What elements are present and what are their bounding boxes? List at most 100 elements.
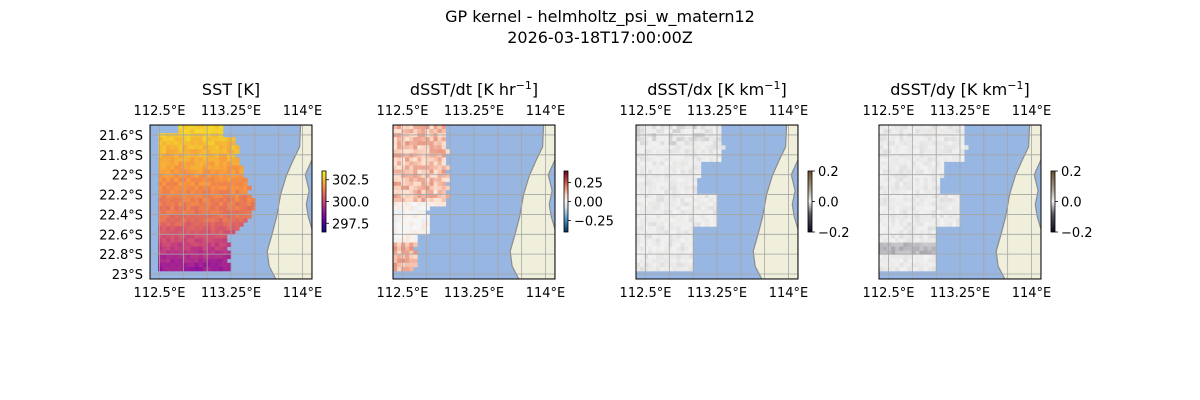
data-cell [640, 173, 645, 179]
data-cell [190, 137, 195, 142]
data-cell [660, 210, 665, 215]
data-cell [903, 145, 908, 150]
data-cell [891, 226, 896, 231]
data-cell [186, 137, 191, 142]
data-cell [660, 206, 665, 211]
data-cell [684, 222, 690, 227]
data-cell [688, 137, 694, 142]
colorbar-tick-label: −0.2 [1061, 226, 1093, 241]
data-cell [170, 181, 175, 187]
data-cell [401, 206, 406, 211]
data-cell [405, 141, 410, 146]
data-cell [409, 246, 414, 252]
data-cell [879, 177, 884, 183]
data-cell [401, 222, 406, 227]
data-cell [692, 173, 698, 179]
data-cell [397, 266, 402, 272]
data-cell [903, 193, 908, 199]
data-cell [226, 266, 232, 272]
data-cell [704, 125, 710, 130]
data-cell [903, 189, 908, 195]
data-cell [883, 173, 888, 179]
data-cell [409, 141, 414, 146]
data-cell [652, 153, 657, 158]
data-cell [210, 165, 216, 170]
data-cell [243, 177, 248, 183]
data-cell [676, 230, 681, 235]
data-cell [190, 218, 195, 223]
data-cell [243, 214, 248, 219]
data-cell [664, 206, 669, 211]
data-cell [210, 153, 216, 158]
data-cell [883, 161, 888, 166]
data-cell [660, 266, 665, 272]
data-cell [955, 157, 961, 162]
data-cell [178, 153, 183, 158]
data-cell [927, 165, 933, 170]
data-cell [186, 206, 191, 211]
data-cell [891, 234, 896, 239]
data-cell [182, 246, 187, 252]
data-cell [413, 226, 418, 231]
data-cell [931, 125, 937, 130]
data-cell [231, 206, 236, 211]
data-cell [927, 242, 933, 247]
data-cell [397, 250, 402, 256]
data-cell [174, 145, 179, 150]
data-cell [441, 145, 447, 150]
data-cell [425, 193, 430, 199]
data-cell [692, 125, 698, 130]
data-cell [162, 157, 167, 162]
data-cell [887, 145, 892, 150]
data-cell [178, 226, 183, 231]
data-cell [680, 161, 685, 166]
data-cell [672, 129, 677, 134]
data-cell [664, 258, 669, 264]
data-cell [182, 258, 187, 264]
data-cell [210, 129, 216, 134]
data-cell [409, 238, 414, 243]
data-cell [911, 214, 916, 219]
data-cell [899, 141, 904, 146]
data-cell [162, 145, 167, 150]
data-cell [235, 206, 240, 211]
data-cell [660, 250, 665, 256]
data-cell [636, 149, 641, 154]
data-cell [433, 149, 438, 154]
data-cell [891, 206, 896, 211]
data-cell [231, 173, 236, 179]
panel-title-exponent: −1 [516, 79, 532, 92]
data-cell [405, 125, 410, 130]
colorbar-tick-label: 297.5 [332, 217, 369, 232]
data-cell [903, 222, 908, 227]
data-cell [672, 177, 677, 183]
data-cell [417, 177, 422, 183]
data-cell [712, 210, 718, 215]
data-cell [202, 177, 208, 183]
data-cell [640, 169, 645, 175]
data-cell [907, 185, 912, 191]
data-cell [895, 137, 900, 142]
data-cell [927, 189, 933, 195]
data-cell [190, 246, 195, 252]
data-cell [684, 202, 690, 207]
data-cell [911, 222, 916, 227]
data-cell [158, 262, 163, 268]
data-cell [943, 145, 949, 150]
lat-tick-label: 21.8°S [99, 149, 143, 164]
data-cell [393, 181, 398, 187]
data-cell [198, 157, 204, 162]
data-cell [668, 218, 673, 223]
data-cell [700, 193, 706, 199]
data-cell [927, 169, 933, 175]
data-cell [899, 157, 904, 162]
data-cell [717, 157, 722, 162]
data-cell [640, 234, 645, 239]
data-cell [883, 250, 888, 256]
data-cell [704, 193, 710, 199]
data-cell [441, 185, 447, 191]
data-cell [895, 177, 900, 183]
lon-tick-label-top: 114°E [769, 104, 809, 119]
data-cell [947, 149, 953, 154]
data-cell [668, 246, 673, 252]
